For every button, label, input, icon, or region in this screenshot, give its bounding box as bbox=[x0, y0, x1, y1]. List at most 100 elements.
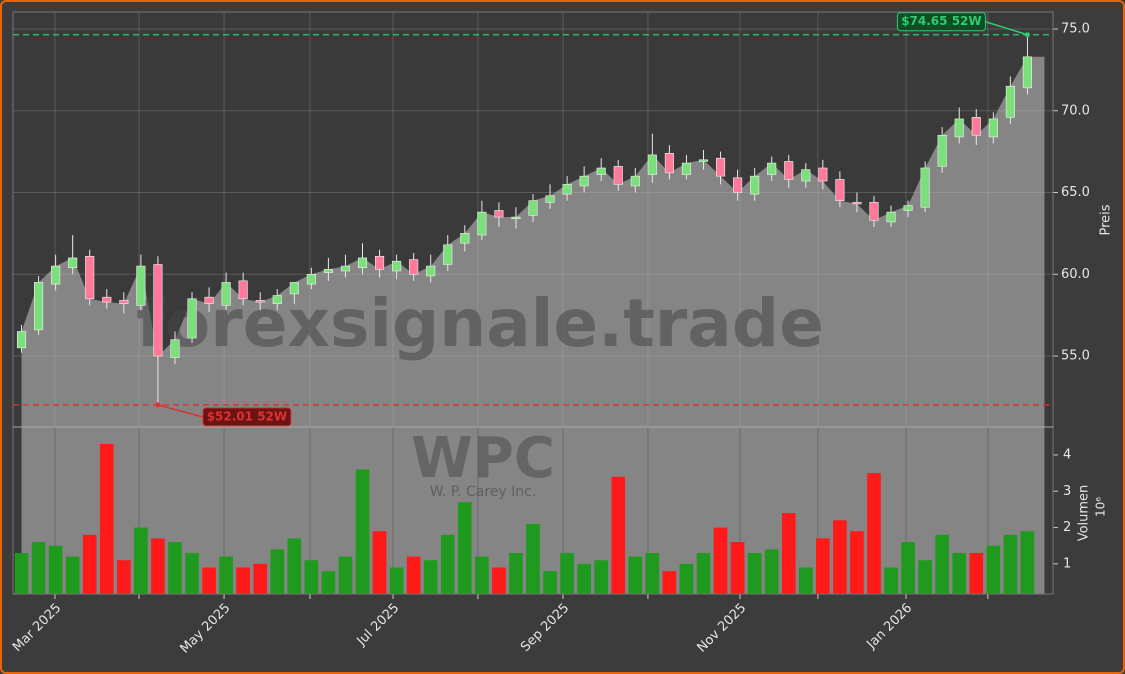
x-tick-label: Jan 2026 bbox=[864, 601, 916, 653]
volume-bar bbox=[270, 549, 285, 594]
candle-body bbox=[443, 244, 453, 265]
candle-body bbox=[323, 269, 333, 273]
candle-body bbox=[988, 118, 998, 138]
candle-body bbox=[511, 216, 521, 219]
volume-bar bbox=[850, 531, 864, 594]
candle-body bbox=[733, 177, 743, 193]
volume-bar bbox=[611, 476, 626, 594]
candle-body bbox=[340, 265, 351, 272]
volume-bar bbox=[287, 538, 302, 594]
y2-offset-label: 10⁶ bbox=[1094, 497, 1108, 517]
volume-bar bbox=[1020, 531, 1035, 594]
y-tick-label: 60.0 bbox=[1061, 267, 1090, 282]
volume-bar bbox=[65, 556, 80, 594]
watermark: forexsignale.trade bbox=[136, 285, 824, 362]
volume-bar bbox=[833, 520, 847, 594]
candle-body bbox=[392, 260, 402, 272]
volume-bar bbox=[304, 560, 319, 594]
volume-bar bbox=[679, 563, 694, 594]
x-tick-label: Mar 2025 bbox=[10, 601, 64, 655]
volume-bar bbox=[219, 556, 233, 594]
price-area bbox=[21, 56, 1045, 595]
volume-bar bbox=[918, 560, 932, 594]
annotation-arrow bbox=[985, 21, 1028, 36]
volume-bar bbox=[31, 542, 46, 594]
annotation-box bbox=[202, 407, 292, 427]
candle-body bbox=[153, 264, 163, 357]
candle-body bbox=[681, 162, 692, 175]
volume-bar bbox=[440, 534, 455, 594]
candle-body bbox=[289, 282, 299, 295]
volume-bar bbox=[48, 545, 63, 594]
volume-bar bbox=[969, 552, 984, 594]
volume-bar bbox=[662, 571, 677, 594]
volume-bar bbox=[168, 542, 182, 594]
candle-body bbox=[306, 273, 316, 285]
candle-body bbox=[920, 167, 930, 208]
y-tick-label: 55.0 bbox=[1061, 349, 1090, 364]
candle-body bbox=[647, 154, 657, 175]
volume-bar bbox=[594, 560, 609, 594]
volume-bar bbox=[509, 552, 523, 594]
volume-bar bbox=[867, 473, 881, 594]
candle-body bbox=[102, 296, 112, 303]
volume-bar bbox=[935, 534, 949, 594]
volume-bar bbox=[952, 552, 967, 594]
candle-body bbox=[784, 161, 794, 180]
candle-body bbox=[852, 202, 862, 205]
annotation-label: $74.65 52W bbox=[901, 14, 981, 28]
volume-bar bbox=[816, 538, 830, 594]
volume-bar bbox=[185, 552, 199, 594]
y2-tick-label: 4 bbox=[1063, 447, 1071, 462]
candle-body bbox=[1022, 56, 1032, 89]
candle-body bbox=[357, 257, 368, 269]
candle-body bbox=[750, 175, 760, 195]
candle-body bbox=[34, 282, 44, 331]
candle-body bbox=[954, 118, 964, 138]
candle-body bbox=[255, 300, 265, 303]
volume-bar bbox=[730, 542, 745, 594]
candle-body bbox=[937, 134, 947, 167]
candle-body bbox=[136, 265, 146, 306]
volume-bar bbox=[151, 538, 165, 594]
volume-bar bbox=[798, 567, 813, 594]
candle-body bbox=[613, 166, 623, 185]
candle-body bbox=[596, 167, 606, 175]
volume-bar bbox=[986, 545, 1001, 594]
y-tick-label: 75.0 bbox=[1061, 22, 1090, 37]
volume-bar bbox=[645, 552, 660, 594]
candle-body bbox=[238, 280, 248, 300]
volume-bar bbox=[355, 469, 370, 594]
volume-bar bbox=[389, 567, 404, 594]
candle-body bbox=[187, 298, 197, 339]
volume-bar bbox=[423, 560, 438, 594]
y2-axis-label: Volumen bbox=[1077, 485, 1092, 542]
symbol-watermark: WPC bbox=[411, 426, 555, 491]
candle-body bbox=[715, 157, 726, 177]
candle-body bbox=[409, 259, 419, 275]
volume-bar bbox=[1003, 534, 1018, 594]
volume-bar bbox=[884, 567, 898, 594]
volume-bar bbox=[696, 552, 711, 594]
volume-bar bbox=[492, 567, 506, 594]
company-watermark: W. P. Carey Inc. bbox=[430, 484, 537, 500]
volume-bar bbox=[628, 556, 643, 594]
volume-bar bbox=[14, 552, 29, 594]
candle-body bbox=[835, 179, 845, 201]
candle-body bbox=[494, 210, 504, 218]
annotation-arrow bbox=[157, 404, 204, 418]
candle-body bbox=[477, 211, 487, 236]
volume-bar bbox=[202, 567, 216, 594]
candle-body bbox=[170, 339, 180, 358]
candle-body bbox=[374, 255, 385, 270]
candle-body bbox=[801, 169, 811, 182]
y2-tick-label: 1 bbox=[1063, 556, 1071, 571]
candle-body bbox=[16, 331, 27, 349]
volume-bar bbox=[781, 513, 796, 594]
plot-border bbox=[12, 11, 1054, 595]
volume-bar bbox=[134, 527, 148, 594]
volume-bar bbox=[543, 571, 557, 594]
volume-bar bbox=[560, 552, 574, 594]
annotation-arrow-head bbox=[155, 402, 161, 408]
